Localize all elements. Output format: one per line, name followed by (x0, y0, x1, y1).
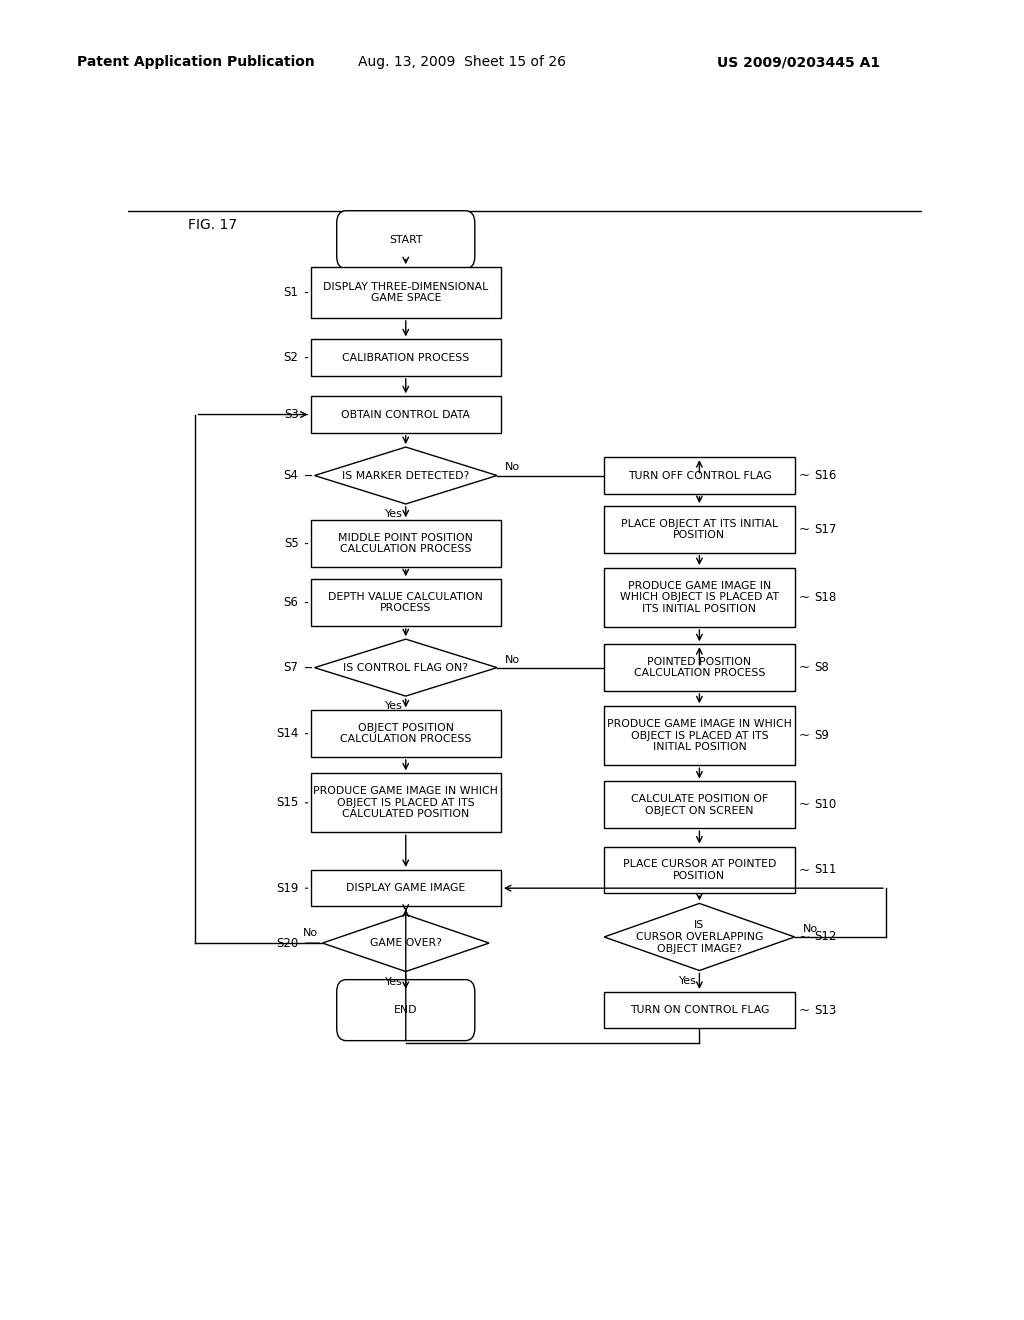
Text: Yes: Yes (385, 977, 402, 986)
Text: TURN OFF CONTROL FLAG: TURN OFF CONTROL FLAG (628, 470, 771, 480)
FancyBboxPatch shape (310, 710, 501, 758)
FancyBboxPatch shape (337, 979, 475, 1040)
Text: No: No (803, 924, 818, 935)
Text: PLACE CURSOR AT POINTED
POSITION: PLACE CURSOR AT POINTED POSITION (623, 859, 776, 880)
Text: OBTAIN CONTROL DATA: OBTAIN CONTROL DATA (341, 409, 470, 420)
FancyBboxPatch shape (310, 267, 501, 318)
Text: IS
CURSOR OVERLAPPING
OBJECT IMAGE?: IS CURSOR OVERLAPPING OBJECT IMAGE? (636, 920, 763, 953)
FancyBboxPatch shape (310, 520, 501, 568)
Text: OBJECT POSITION
CALCULATION PROCESS: OBJECT POSITION CALCULATION PROCESS (340, 723, 471, 744)
FancyBboxPatch shape (604, 506, 795, 553)
Text: Patent Application Publication: Patent Application Publication (77, 55, 314, 70)
Text: S15: S15 (276, 796, 299, 809)
Polygon shape (314, 639, 497, 696)
Text: ~: ~ (799, 799, 810, 812)
Text: PLACE OBJECT AT ITS INITIAL
POSITION: PLACE OBJECT AT ITS INITIAL POSITION (621, 519, 778, 540)
Text: ~: ~ (799, 931, 810, 944)
FancyBboxPatch shape (310, 774, 501, 833)
FancyBboxPatch shape (604, 644, 795, 690)
Text: S12: S12 (814, 931, 837, 944)
Text: FIG. 17: FIG. 17 (187, 218, 237, 232)
Text: S20: S20 (276, 937, 299, 949)
Polygon shape (604, 903, 795, 970)
Text: US 2009/0203445 A1: US 2009/0203445 A1 (717, 55, 880, 70)
Text: ~: ~ (799, 661, 810, 675)
Text: S1: S1 (284, 286, 299, 300)
Text: Yes: Yes (385, 510, 402, 519)
Text: IS CONTROL FLAG ON?: IS CONTROL FLAG ON? (343, 663, 468, 673)
Text: S4: S4 (284, 469, 299, 482)
Text: PRODUCE GAME IMAGE IN
WHICH OBJECT IS PLACED AT
ITS INITIAL POSITION: PRODUCE GAME IMAGE IN WHICH OBJECT IS PL… (620, 581, 779, 614)
Text: S6: S6 (284, 597, 299, 609)
Text: No: No (505, 462, 520, 473)
FancyBboxPatch shape (604, 781, 795, 828)
Text: DEPTH VALUE CALCULATION
PROCESS: DEPTH VALUE CALCULATION PROCESS (329, 591, 483, 614)
Text: MIDDLE POINT POSITION
CALCULATION PROCESS: MIDDLE POINT POSITION CALCULATION PROCES… (338, 533, 473, 554)
Text: S14: S14 (276, 727, 299, 741)
Text: No: No (505, 655, 520, 664)
Text: S11: S11 (814, 863, 837, 876)
FancyBboxPatch shape (310, 396, 501, 433)
FancyBboxPatch shape (604, 846, 795, 894)
Polygon shape (323, 915, 489, 972)
Text: Aug. 13, 2009  Sheet 15 of 26: Aug. 13, 2009 Sheet 15 of 26 (358, 55, 566, 70)
FancyBboxPatch shape (337, 211, 475, 269)
Text: START: START (389, 235, 423, 244)
FancyBboxPatch shape (604, 568, 795, 627)
Text: S19: S19 (276, 882, 299, 895)
Text: ~: ~ (799, 863, 810, 876)
Text: POINTED POSITION
CALCULATION PROCESS: POINTED POSITION CALCULATION PROCESS (634, 657, 765, 678)
Text: CALCULATE POSITION OF
OBJECT ON SCREEN: CALCULATE POSITION OF OBJECT ON SCREEN (631, 795, 768, 816)
Polygon shape (314, 447, 497, 504)
Text: IS MARKER DETECTED?: IS MARKER DETECTED? (342, 470, 469, 480)
Text: ~: ~ (799, 591, 810, 605)
Text: DISPLAY THREE-DIMENSIONAL
GAME SPACE: DISPLAY THREE-DIMENSIONAL GAME SPACE (324, 281, 488, 304)
Text: ~: ~ (799, 523, 810, 536)
Text: No: No (303, 928, 318, 939)
FancyBboxPatch shape (604, 991, 795, 1028)
FancyBboxPatch shape (310, 870, 501, 907)
Text: ~: ~ (799, 729, 810, 742)
Text: S3: S3 (284, 408, 299, 421)
Text: TURN ON CONTROL FLAG: TURN ON CONTROL FLAG (630, 1005, 769, 1015)
Text: S18: S18 (814, 591, 837, 605)
Text: Yes: Yes (385, 701, 402, 711)
Text: ~: ~ (799, 469, 810, 482)
Text: PRODUCE GAME IMAGE IN WHICH
OBJECT IS PLACED AT ITS
INITIAL POSITION: PRODUCE GAME IMAGE IN WHICH OBJECT IS PL… (607, 719, 792, 752)
Text: DISPLAY GAME IMAGE: DISPLAY GAME IMAGE (346, 883, 465, 894)
Text: S17: S17 (814, 523, 837, 536)
Text: S13: S13 (814, 1003, 837, 1016)
FancyBboxPatch shape (310, 339, 501, 376)
Text: S9: S9 (814, 729, 829, 742)
FancyBboxPatch shape (604, 457, 795, 494)
Text: Yes: Yes (679, 975, 696, 986)
Text: S5: S5 (284, 537, 299, 550)
Text: GAME OVER?: GAME OVER? (370, 939, 441, 948)
Text: S16: S16 (814, 469, 837, 482)
FancyBboxPatch shape (604, 706, 795, 766)
Text: S2: S2 (284, 351, 299, 364)
Text: END: END (394, 1005, 418, 1015)
Text: PRODUCE GAME IMAGE IN WHICH
OBJECT IS PLACED AT ITS
CALCULATED POSITION: PRODUCE GAME IMAGE IN WHICH OBJECT IS PL… (313, 787, 499, 820)
Text: CALIBRATION PROCESS: CALIBRATION PROCESS (342, 352, 469, 363)
FancyBboxPatch shape (310, 579, 501, 626)
Text: S8: S8 (814, 661, 829, 675)
Text: S10: S10 (814, 799, 837, 812)
Text: S7: S7 (284, 661, 299, 675)
Text: ~: ~ (799, 1003, 810, 1016)
